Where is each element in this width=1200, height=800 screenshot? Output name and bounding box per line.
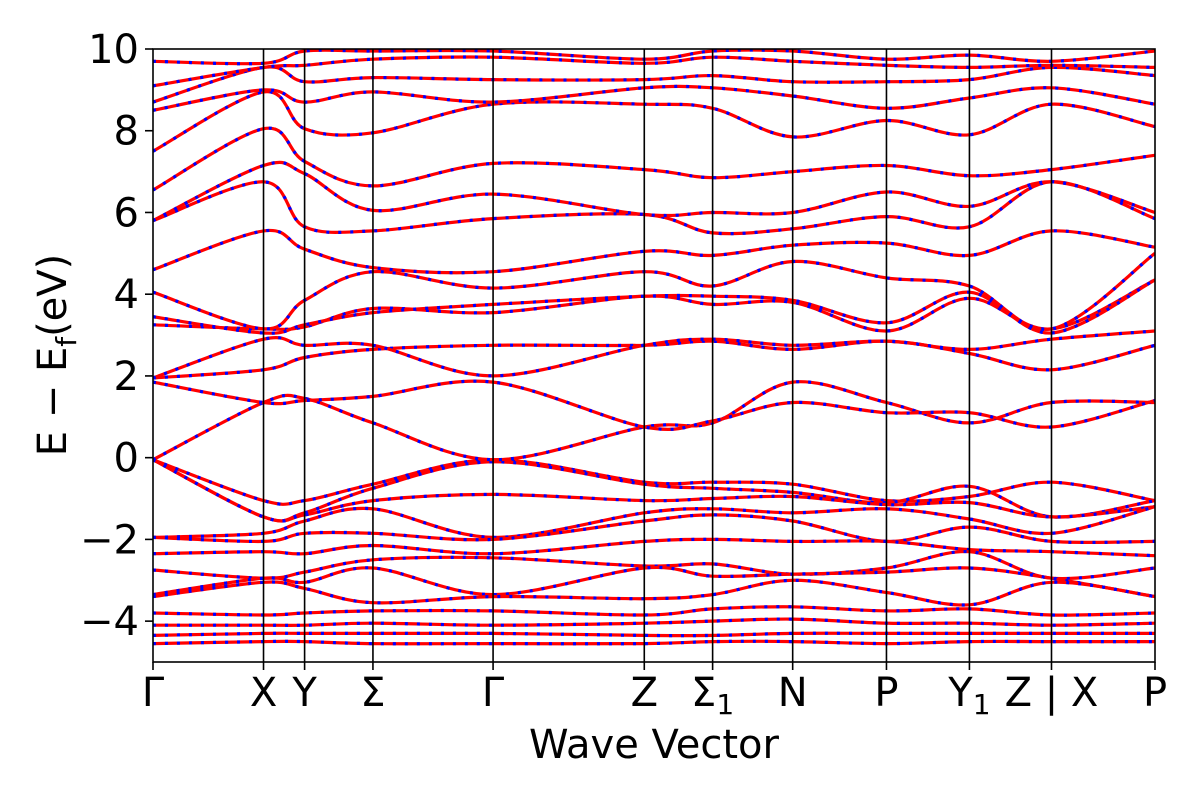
x-tick-label-7: N <box>778 670 808 716</box>
band-overlay-18 <box>153 278 1155 335</box>
x-tick-label-4: Γ <box>482 670 505 716</box>
band-overlay-3 <box>153 505 1155 540</box>
y-tick-label-3: 2 <box>114 354 139 400</box>
x-ticks: Γ X Y Σ Γ Z Σ1 N P Y1 Z | X P <box>142 662 1167 721</box>
x-tick-label-9: Y1 <box>947 670 990 721</box>
x-tick-label-8: P <box>874 670 898 716</box>
y-tick-label-4: 4 <box>114 272 139 318</box>
band-overlay-24 <box>153 90 1155 153</box>
band-overlay-22 <box>153 160 1155 223</box>
x-tick-label-1: X <box>250 670 277 716</box>
x-tick-label-0: Γ <box>142 670 165 716</box>
x-tick-label-3: Σ <box>360 670 385 716</box>
kpoint-lines <box>262 49 1053 662</box>
band-line-13 <box>153 380 1155 462</box>
x-tick-label-5: Z <box>631 670 658 716</box>
y-ticks: −4 −2 0 2 4 6 8 10 <box>80 27 153 645</box>
y-tick-label-7: 10 <box>88 27 139 73</box>
x-tick-label-10: Z | X <box>1005 670 1099 716</box>
y-tick-label-0: −4 <box>80 599 139 645</box>
y-tick-label-2: 0 <box>114 436 139 482</box>
y-tick-label-5: 6 <box>114 190 139 236</box>
band-overlay-15 <box>153 339 1155 380</box>
x-tick-label-2: Y <box>291 670 317 716</box>
y-tick-label-1: −2 <box>80 517 139 563</box>
band-overlay-7 <box>153 565 1155 599</box>
y-axis-title-sub: f <box>50 336 83 347</box>
y-axis-title-unit: (eV) <box>30 254 76 337</box>
y-tick-label-6: 8 <box>114 109 139 155</box>
plot-frame <box>152 48 1156 663</box>
band-overlay-26 <box>153 65 1155 104</box>
x-axis-title: Wave Vector <box>529 722 780 768</box>
band-overlay-6 <box>153 550 1155 581</box>
band-line-23 <box>153 126 1155 192</box>
x-tick-label-11: P <box>1143 670 1167 716</box>
y-axis-title-main: E − E <box>30 347 76 457</box>
y-axis-title: E − Ef(eV) <box>30 254 83 457</box>
band-overlay-8 <box>153 578 1155 607</box>
x-tick-label-6: Σ1 <box>691 670 734 721</box>
band-overlay-1 <box>153 458 1155 523</box>
band-line-2 <box>153 458 1155 523</box>
band-line-21 <box>153 180 1155 236</box>
